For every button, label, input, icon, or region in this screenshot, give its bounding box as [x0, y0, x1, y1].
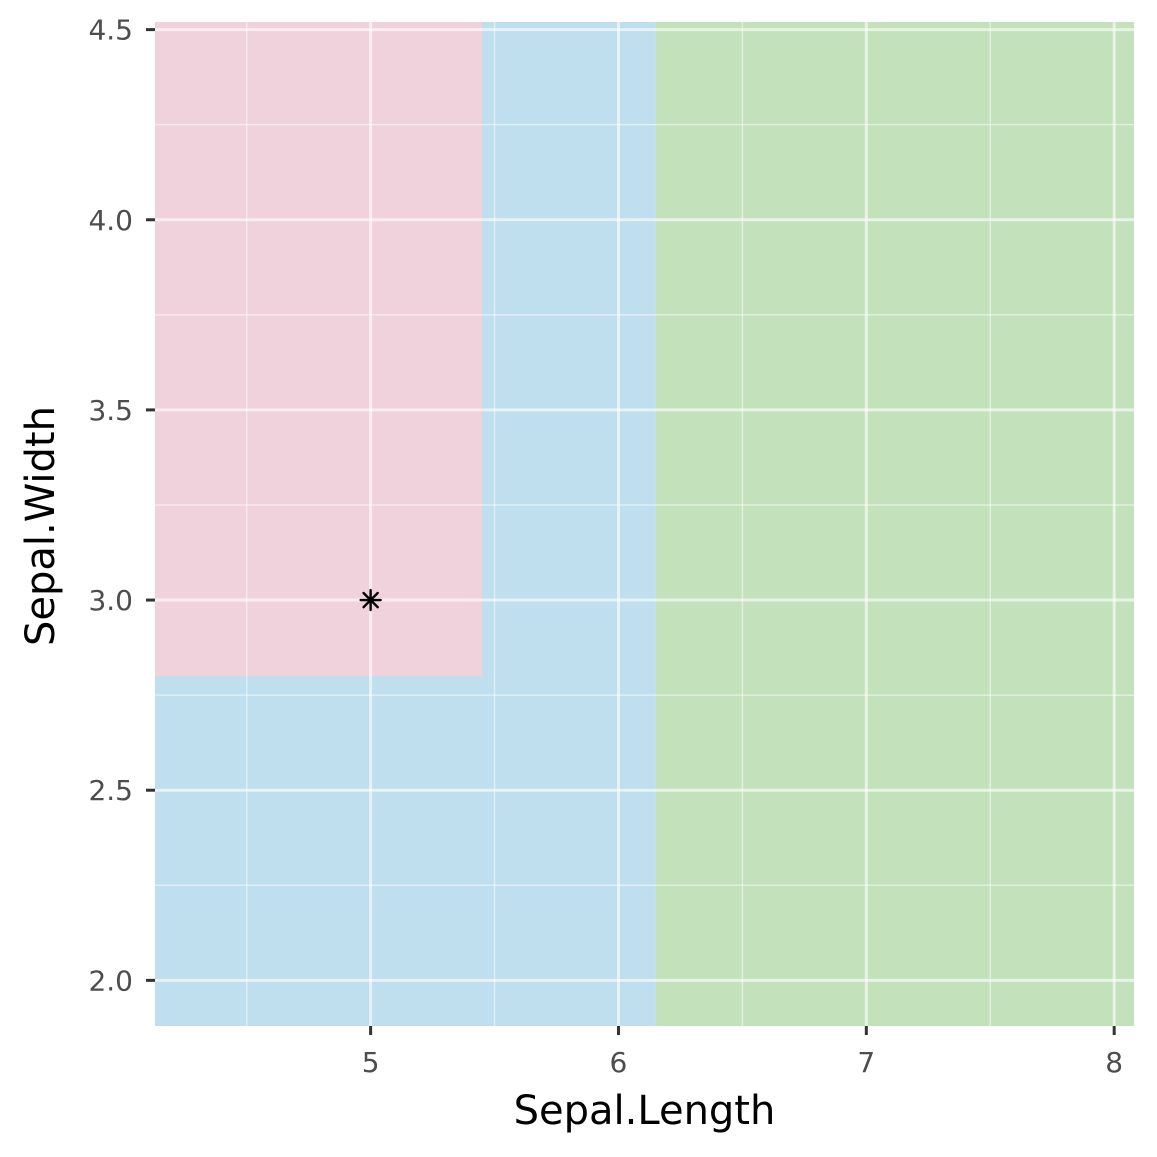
x-axis-title: Sepal.Length: [514, 1088, 776, 1134]
y-axis-title: Sepal.Width: [18, 406, 64, 646]
y-tick-label: 3.0: [88, 584, 133, 617]
region-2: [655, 22, 1134, 1026]
region-1: [155, 22, 483, 677]
y-tick-label: 4.5: [88, 14, 133, 47]
y-tick-label: 2.0: [88, 964, 133, 997]
x-tick-label: 7: [857, 1046, 875, 1079]
y-tick-label: 3.5: [88, 394, 133, 427]
y-tick-label: 4.0: [88, 204, 133, 237]
data-points: [359, 588, 382, 612]
x-tick-label: 8: [1105, 1046, 1123, 1079]
decision-regions: [155, 22, 1134, 1026]
data-point: [359, 588, 382, 612]
y-tick-label: 2.5: [88, 774, 133, 807]
x-tick-label: 6: [610, 1046, 628, 1079]
x-tick-label: 5: [362, 1046, 380, 1079]
grid-lines: [155, 22, 1134, 1026]
axes: 5 6 7 8 2.0 2.5 3.0 3.5 4.0 4.5: [88, 14, 1123, 1079]
